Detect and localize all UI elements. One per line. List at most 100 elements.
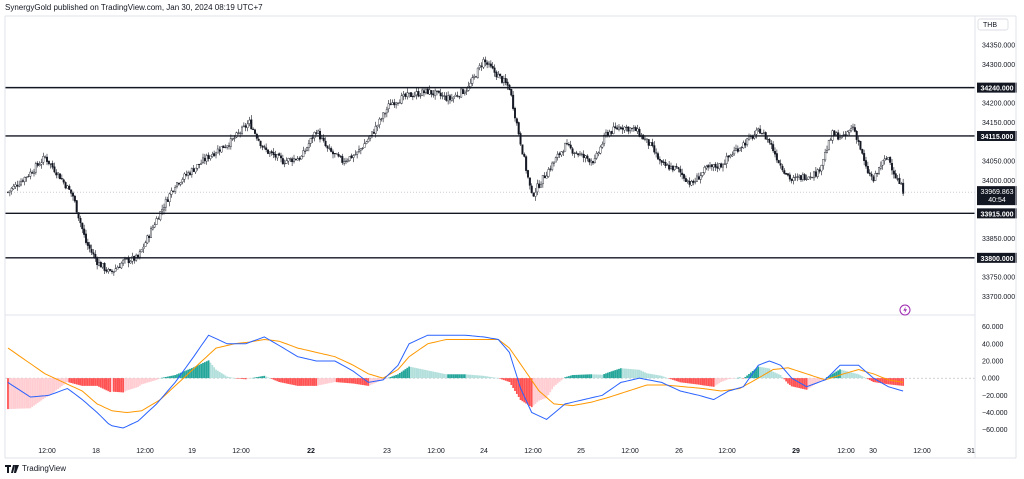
candle-body xyxy=(372,131,375,134)
candle-body xyxy=(592,161,595,164)
macd-histogram-bar xyxy=(768,368,771,379)
candle-body xyxy=(170,190,173,195)
candle-body xyxy=(766,138,769,140)
macd-histogram-bar xyxy=(88,378,91,386)
macd-histogram-bar xyxy=(709,378,711,387)
candle-body xyxy=(714,163,717,168)
macd-histogram-bar xyxy=(328,378,331,384)
macd-histogram-bar xyxy=(70,378,73,383)
macd-histogram-bar xyxy=(475,375,477,379)
macd-histogram-bar xyxy=(865,378,867,379)
macd-histogram-bar xyxy=(432,371,435,379)
candle-body xyxy=(675,166,678,168)
macd-histogram-bar xyxy=(372,378,375,384)
macd-histogram-bar xyxy=(177,373,180,379)
macd-histogram-bar xyxy=(549,378,552,393)
price-tick-label: 33750.000 xyxy=(982,275,1015,282)
macd-histogram-bar xyxy=(564,377,567,379)
macd-histogram-bar xyxy=(31,378,34,407)
macd-histogram-bar xyxy=(445,374,448,379)
macd-histogram-bar xyxy=(59,378,61,388)
macd-histogram-bar xyxy=(770,370,773,379)
macd-histogram-bar xyxy=(601,374,604,379)
candle-body xyxy=(738,148,741,152)
candle-body xyxy=(317,130,320,134)
candle-body xyxy=(214,152,217,156)
macd-tick-label: −20.000 xyxy=(982,393,1008,400)
candle-body xyxy=(772,144,775,152)
candle-body xyxy=(488,62,491,65)
candle-body xyxy=(803,174,806,180)
macd-histogram-bar xyxy=(203,362,206,379)
candle-body xyxy=(363,143,366,148)
macd-histogram-bar xyxy=(83,378,86,386)
macd-histogram-bar xyxy=(671,378,674,380)
candle-body xyxy=(110,270,113,272)
macd-histogram-bar xyxy=(478,375,481,379)
macd-histogram-bar xyxy=(194,366,197,379)
candle-body xyxy=(122,259,125,264)
candle-body xyxy=(662,161,665,163)
macd-histogram-bar xyxy=(710,378,713,387)
macd-histogram-bar xyxy=(46,378,48,397)
candle-body xyxy=(800,175,803,180)
candle-body xyxy=(38,164,41,167)
macd-axis[interactable]: 60.000 40.000 20.000 0.000 −20.000 −40.000 −60… xyxy=(982,324,1008,434)
macd-histogram-bar xyxy=(439,373,442,379)
candle-body xyxy=(679,168,682,173)
macd-histogram-bar xyxy=(40,378,43,401)
macd-histogram-bar xyxy=(300,378,303,386)
macd-histogram-bar xyxy=(805,378,808,390)
macd-histogram-bar xyxy=(530,378,533,408)
macd-histogram-bar xyxy=(696,378,698,385)
macd-histogram-bar xyxy=(683,378,685,383)
time-axis[interactable]: 12:00 18 12:00 19 12:00 22 23 12:00 24 12:00 25 12:… xyxy=(38,448,975,455)
candle-body xyxy=(517,122,520,135)
candle-body xyxy=(71,192,74,197)
level-label: 33800.000 xyxy=(980,256,1013,263)
candle-body xyxy=(476,67,479,78)
candle-body xyxy=(307,143,310,148)
candle-body xyxy=(794,176,797,178)
price-axis[interactable]: 34350.000 34300.000 34200.000 34150.000 3405… xyxy=(982,43,1015,301)
macd-histogram-bar xyxy=(125,378,128,391)
macd-histogram-bar xyxy=(315,378,318,386)
macd-histogram-bar xyxy=(332,378,334,383)
candle-body xyxy=(629,127,632,131)
candle-body xyxy=(586,155,589,159)
tradingview-logo[interactable]: TradingView xyxy=(5,464,66,473)
candle-body xyxy=(796,176,799,178)
macd-histogram-bar xyxy=(200,363,203,379)
candle-body xyxy=(311,137,314,139)
candle-body xyxy=(149,228,152,238)
candle-body xyxy=(618,126,621,130)
candle-body xyxy=(426,88,429,95)
macd-histogram-bar xyxy=(852,372,854,379)
macd-histogram-bar xyxy=(268,378,271,379)
macd-histogram-bar xyxy=(359,378,362,385)
macd-histogram-bar xyxy=(410,366,412,379)
candle-body xyxy=(632,127,635,129)
candle-body xyxy=(761,133,764,135)
macd-histogram-bar xyxy=(515,378,518,394)
macd-histogram-bar xyxy=(679,378,682,383)
chart-decorations: THB xyxy=(4,15,1017,459)
candle-body xyxy=(293,158,296,163)
macd-tick-label: −60.000 xyxy=(982,427,1008,434)
candle-body xyxy=(846,131,849,136)
macd-histogram-bar xyxy=(33,378,35,406)
candle-body xyxy=(712,164,715,168)
macd-histogram-bar xyxy=(263,375,266,379)
candle-body xyxy=(168,193,171,203)
candle-body xyxy=(848,130,851,133)
macd-histogram-bar xyxy=(42,378,45,400)
candle-body xyxy=(267,149,270,154)
candle-body xyxy=(443,95,446,97)
candle-body xyxy=(239,132,242,134)
candle-body xyxy=(60,178,63,180)
macd-histogram-bar xyxy=(619,368,622,379)
candle-body xyxy=(356,151,359,155)
candle-body xyxy=(79,218,82,224)
macd-histogram-bar xyxy=(649,373,652,379)
macd-histogram-bar xyxy=(879,378,882,384)
